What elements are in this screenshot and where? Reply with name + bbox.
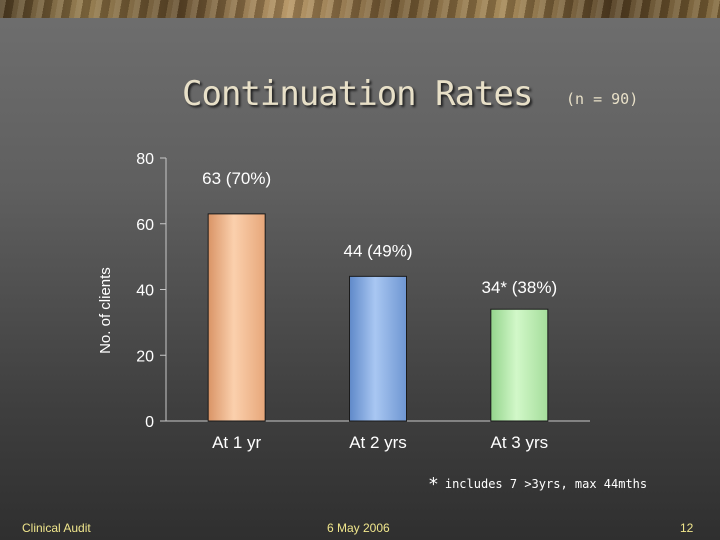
bar-3 [490, 308, 549, 422]
data-label: 44 (49%) [344, 241, 413, 260]
banner-texture [0, 0, 720, 18]
chart-bars [207, 213, 549, 422]
y-tick-label: 80 [136, 151, 154, 168]
slide-title: Continuation Rates [182, 74, 533, 114]
footnote-asterisk: * [428, 474, 439, 495]
x-tick-label: At 3 yrs [491, 433, 549, 452]
slide-subtitle: (n = 90) [566, 90, 639, 108]
bar-2 [349, 275, 407, 422]
x-tick-label: At 2 yrs [349, 433, 407, 452]
title-area: Continuation Rates (n = 90) [0, 74, 720, 118]
bar-1 [207, 213, 266, 422]
x-tick-label: At 1 yr [212, 433, 261, 452]
slide-number: 12 [680, 521, 694, 535]
y-tick-label: 20 [136, 348, 154, 365]
footnote-text: includes 7 >3yrs, max 44mths [444, 477, 648, 491]
decorative-banner [0, 0, 720, 18]
footer-date: 6 May 2006 [327, 521, 390, 535]
chart-labels: 0 20 40 60 80 No. of clients At 1 yr 63 (70%) At… [97, 151, 557, 452]
data-label: 63 (70%) [202, 169, 271, 188]
y-axis-title: No. of clients [97, 267, 114, 354]
y-tick-label: 40 [136, 283, 154, 300]
y-tick-label: 60 [136, 217, 154, 234]
footer-left-text: Clinical Audit [22, 521, 91, 535]
data-label: 34* (38%) [482, 278, 558, 297]
footnote: * includes 7 >3yrs, max 44mths [428, 472, 648, 495]
y-tick-label: 0 [145, 414, 154, 431]
